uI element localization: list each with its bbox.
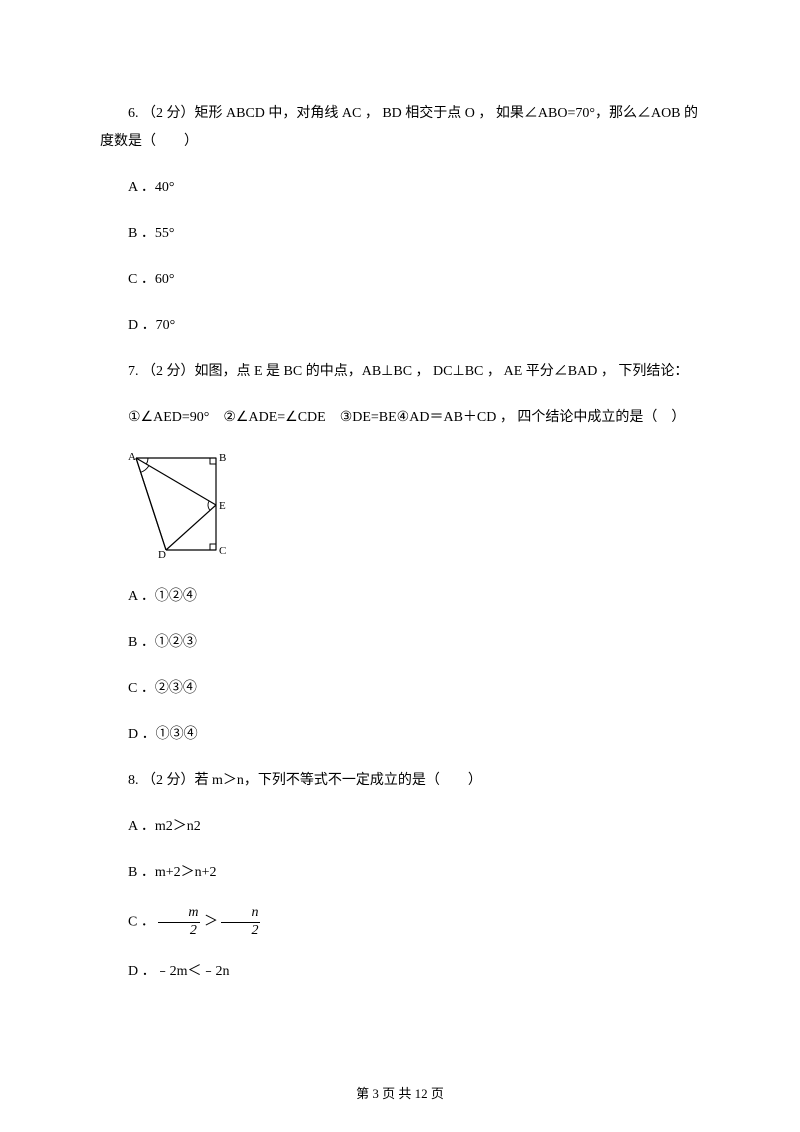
q8-c-frac1: m 2: [158, 905, 200, 940]
q6-option-d: D ．70°: [100, 312, 700, 340]
q8-c-frac2: n 2: [221, 905, 260, 940]
q6-option-c: C ．60°: [100, 266, 700, 294]
svg-text:D: D: [158, 549, 166, 560]
q7-svg: A B E C D: [128, 450, 228, 560]
q6-option-b: B ．55°: [100, 220, 700, 248]
q7-text: 7. （2 分）如图，点 E 是 BC 的中点，AB⊥BC ， DC⊥BC ， …: [100, 358, 700, 386]
q6-text: 6. （2 分）矩形 ABCD 中，对角线 AC ， BD 相交于点 O ， 如…: [100, 100, 700, 156]
q8-c-frac1-num: m: [158, 905, 200, 923]
q8-option-a: A ．m2＞n2: [100, 813, 700, 841]
page-footer: 第 3 页 共 12 页: [0, 1083, 800, 1102]
svg-text:C: C: [219, 545, 226, 557]
q8-c-gt: ＞: [204, 915, 222, 930]
svg-text:A: A: [128, 451, 136, 463]
q8-c-frac2-num: n: [221, 905, 260, 923]
q7-option-a: A ．①②④: [100, 583, 700, 611]
q8-c-frac2-den: 2: [221, 923, 260, 940]
q6-option-a: A ．40°: [100, 174, 700, 202]
q7-option-b: B ．①②③: [100, 629, 700, 657]
q7-line2: ①∠AED=90° ②∠ADE=∠CDE ③DE=BE④AD＝AB＋CD ， 四…: [100, 404, 700, 432]
q8-option-d: D ．﹣2m＜﹣2n: [100, 958, 700, 986]
q7-diagram: A B E C D: [128, 450, 700, 565]
q7-option-c: C ．②③④: [100, 675, 700, 703]
q8-option-c: C ． m 2 ＞ n 2: [100, 905, 700, 940]
q8-text: 8. （2 分）若 m＞n，下列不等式不一定成立的是（ ）: [100, 767, 700, 795]
q8-c-prefix: C ．: [128, 915, 155, 930]
q8-c-frac1-den: 2: [158, 923, 200, 940]
svg-text:E: E: [219, 500, 226, 512]
q7-option-d: D ．①③④: [100, 721, 700, 749]
svg-text:B: B: [219, 452, 226, 464]
q8-option-b: B ．m+2＞n+2: [100, 859, 700, 887]
